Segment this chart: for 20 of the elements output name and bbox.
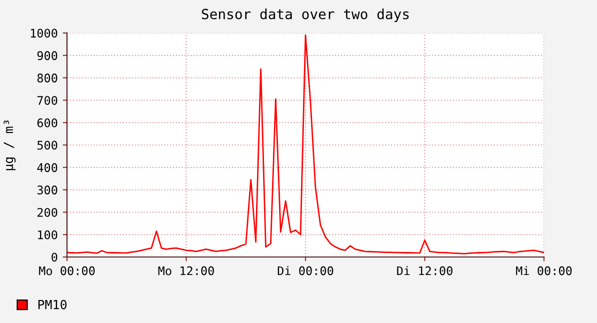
x-tick-label: Mo 00:00	[39, 266, 95, 276]
y-tick-label: 900	[37, 51, 58, 60]
y-tick-label: 500	[37, 140, 58, 150]
x-tick-label: Mi 00:00	[516, 266, 572, 276]
y-tick-label: 700	[37, 96, 58, 105]
y-tick-label: 100	[38, 230, 58, 240]
x-tick-label: Di 12:00	[397, 266, 452, 276]
y-tick-label: 1000	[30, 28, 58, 38]
y-tick-label: 200	[38, 208, 58, 217]
x-tick-label: Mo 12:00	[158, 266, 214, 276]
x-tick-label: Di 00:00	[278, 266, 334, 276]
legend-label: PM10	[38, 300, 67, 310]
y-tick-label: 300	[37, 186, 58, 194]
y-tick-label: 400	[37, 163, 58, 172]
line-series	[67, 34, 544, 254]
y-axis-title: µg / m³	[4, 120, 16, 170]
y-tick-label: 800	[37, 74, 58, 82]
y-tick-label: 600	[37, 118, 58, 128]
y-tick-label: 0	[52, 252, 58, 262]
chart-title: Sensor data over two days	[202, 8, 409, 22]
